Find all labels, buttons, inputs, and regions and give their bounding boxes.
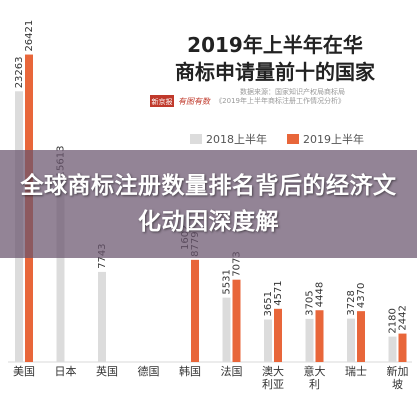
value-label-2019-6: 4571	[273, 280, 284, 305]
category-label-1: 日本	[55, 364, 77, 378]
category-label-5: 法国	[221, 364, 243, 378]
category-label-9-0: 新加	[387, 364, 409, 378]
bar-2018-2	[98, 271, 106, 362]
chart-title-line1: 2019年上半年在华	[187, 33, 363, 57]
category-label-4: 韩国	[179, 364, 201, 378]
category-label-8: 瑞士	[345, 364, 367, 378]
value-label-2019-9: 2442	[398, 305, 409, 330]
headline-overlay: 全球商标注册数量排名背后的经济文化动因深度解	[0, 150, 417, 258]
publisher-logo-box	[150, 95, 174, 107]
value-label-2018-0: 23263	[14, 56, 25, 88]
category-label-2: 英国	[96, 364, 118, 378]
value-label-2018-7: 3705	[305, 290, 316, 315]
publisher-logo-script: 有图有数	[178, 97, 211, 106]
bar-2018-7	[305, 318, 314, 362]
legend-label-2019: 2019上半年	[303, 132, 364, 146]
legend-swatch-2019	[287, 134, 299, 144]
bar-2019-8	[357, 311, 365, 362]
bar-2019-7	[315, 310, 324, 362]
source-line2: 《2019年上半年商标注册工作情况分析》	[215, 96, 345, 105]
value-label-2019-5: 7073	[232, 251, 243, 276]
bar-2019-5	[232, 279, 241, 362]
category-label-0: 美国	[13, 365, 35, 378]
category-label-6-1: 利亚	[262, 378, 284, 391]
value-label-2019-8: 4370	[356, 283, 367, 308]
value-label-2018-8: 3728	[346, 290, 357, 315]
bar-2019-6	[274, 308, 282, 362]
value-label-2019-0: 26421	[24, 20, 35, 52]
legend-swatch-2018	[190, 134, 202, 144]
value-label-2018-9: 2180	[388, 308, 399, 333]
bar-2019-9	[398, 333, 407, 362]
publisher-logo-text: 新京报	[152, 97, 173, 106]
value-label-2018-5: 5531	[222, 269, 233, 294]
bar-2018-6	[264, 319, 272, 362]
bar-2018-1	[56, 180, 65, 362]
value-label-2019-7: 4448	[315, 282, 326, 307]
category-label-7-0: 意大	[304, 364, 326, 378]
source-line1: 数据来源：国家知识产权局商标局	[240, 87, 345, 96]
bar-2018-8	[347, 318, 355, 362]
category-label-7-1: 利	[309, 378, 320, 391]
category-label-6-0: 澳大	[262, 364, 284, 378]
bar-2018-5	[222, 297, 231, 362]
legend-label-2018: 2018上半年	[206, 132, 267, 146]
bar-2018-9	[388, 336, 397, 362]
headline-text: 全球商标注册数量排名背后的经济文化动因深度解	[20, 173, 397, 235]
chart-title-line2: 商标申请量前十的国家	[175, 60, 376, 84]
value-label-2018-6: 3651	[263, 291, 274, 316]
bar-2019-4	[191, 259, 199, 362]
category-label-3: 德国	[138, 364, 160, 378]
category-label-9-1: 坡	[392, 378, 403, 391]
